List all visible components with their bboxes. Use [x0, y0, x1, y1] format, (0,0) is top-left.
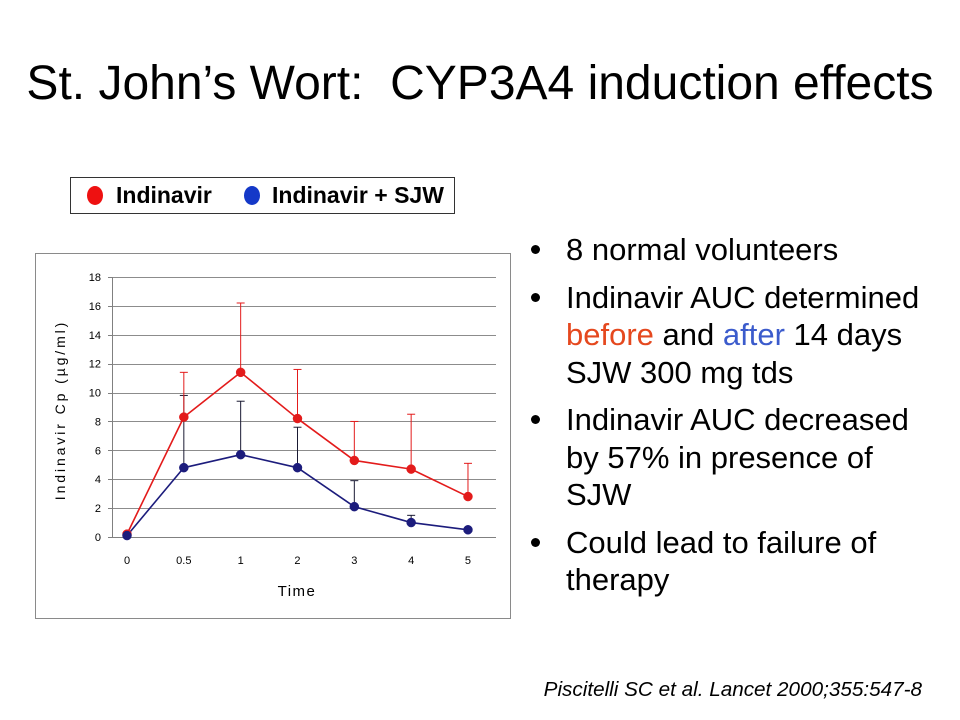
series-indinavir-sjw-point-6 [463, 525, 473, 535]
bullet-text: 8 normal volunteers [566, 232, 839, 267]
y-tick-label-4: 4 [95, 474, 101, 486]
series-indinavir-sjw-point-0 [122, 530, 132, 541]
y-axis-title: Indinavir Cp (µg/ml) [52, 320, 68, 500]
gridlines [112, 277, 496, 509]
series-indinavir-sjw-error-bar-3 [293, 426, 302, 468]
x-axis-title: Time [278, 583, 317, 600]
legend-label-indinavir: Indinavir [116, 182, 212, 208]
bullet-text-segment: and [653, 317, 723, 352]
series-indinavir-error-bar-4 [350, 420, 359, 461]
series-indinavir-error-bar-1 [179, 371, 188, 418]
x-tick-label-5: 4 [408, 555, 414, 567]
highlight-after: after [722, 317, 785, 352]
chart-legend: Indinavir Indinavir + SJW [70, 177, 455, 214]
bullet-icon [531, 292, 540, 302]
bullet-text: Indinavir AUC determined before and afte… [566, 280, 919, 390]
bullet-text-segment: 14 days SJW 300 mg tds [566, 317, 903, 390]
bullet-item: Indinavir AUC determined before and afte… [529, 279, 938, 392]
bullet-icon [531, 537, 540, 547]
bullet-text-segment: Indinavir AUC determined [566, 279, 920, 315]
chart-frame [35, 253, 511, 619]
series-indinavir-error-bar-3 [293, 368, 302, 419]
bullet-icon [531, 245, 540, 254]
series-indinavir-sjw-point-1 [179, 462, 189, 473]
legend-marker-indinavir-sjw-icon [244, 186, 260, 205]
citation: Piscitelli SC et al. Lancet 2000;355:547… [543, 678, 922, 701]
legend-label-indinavir-sjw: Indinavir + SJW [272, 182, 444, 208]
x-tick-label-1: 0.5 [176, 555, 191, 567]
series-indinavir-sjw-error-bar-2 [236, 400, 245, 455]
y-tick-label-2: 2 [95, 503, 101, 515]
bullet-icon [531, 415, 540, 424]
y-tick-label-8: 8 [95, 416, 101, 428]
legend-marker-indinavir-icon [87, 186, 103, 205]
series-indinavir-sjw-point-5 [406, 517, 416, 528]
bullet-item: Indinavir AUC decreased by 57% in presen… [529, 401, 938, 514]
bullet-item: Could lead to failure of therapy [529, 524, 938, 599]
x-tick-label-6: 5 [465, 555, 471, 567]
error-bars [179, 302, 472, 523]
x-tick-label-4: 3 [351, 555, 357, 567]
y-tick-label-0: 0 [95, 532, 101, 544]
y-tick-label-10: 10 [89, 388, 101, 400]
series-indinavir-error-bar-2 [236, 302, 245, 373]
y-tick-label-14: 14 [89, 330, 101, 342]
highlight-before: before [566, 317, 654, 352]
slide-title: St. John’s Wort: CYP3A4 induction effect… [26, 57, 934, 110]
series-markers [122, 367, 473, 541]
y-tick-label-6: 6 [95, 445, 101, 457]
series-indinavir-sjw-point-4 [349, 501, 360, 512]
series-indinavir-sjw-point-2 [235, 449, 246, 460]
series-indinavir-point-1 [179, 412, 189, 422]
axes [108, 277, 496, 538]
y-tick-label-18: 18 [89, 272, 101, 284]
series-indinavir-point-3 [292, 413, 303, 424]
series-indinavir-point-5 [406, 464, 416, 474]
bullet-item: 8 normal volunteers [529, 231, 938, 269]
y-tick-label-16: 16 [89, 301, 101, 313]
y-tick-label-12: 12 [89, 359, 101, 371]
series-indinavir-point-2 [235, 367, 246, 378]
series-indinavir-error-bar-6 [463, 462, 472, 497]
series-indinavir-point-4 [349, 455, 360, 466]
bullet-list: 8 normal volunteers Indinavir AUC determ… [529, 231, 938, 609]
bullet-text: Indinavir AUC decreased by 57% in presen… [566, 402, 909, 512]
bullet-text: Could lead to failure of therapy [566, 524, 877, 598]
x-tick-label-3: 2 [294, 555, 300, 567]
x-tick-label-0: 0 [124, 555, 130, 567]
series-indinavir-sjw-point-3 [292, 462, 303, 473]
series-indinavir-point-6 [463, 491, 473, 502]
series-indinavir-error-bar-5 [407, 413, 416, 470]
x-tick-label-2: 1 [238, 555, 244, 567]
